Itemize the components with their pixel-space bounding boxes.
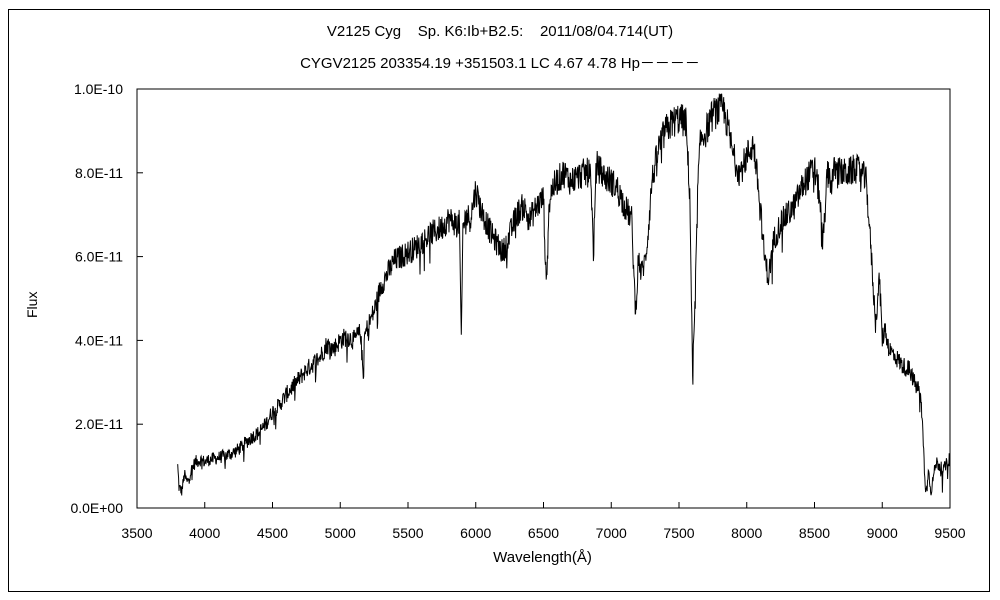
- plot-area: [136, 88, 951, 509]
- y-tick-label: 0.0E+00: [70, 500, 123, 516]
- y-tick-label: 1.0E-10: [74, 81, 123, 97]
- y-tick-label: 2.0E-11: [75, 416, 123, 432]
- chart-subtitle: CYGV2125 203354.19 +351503.1 LC 4.67 4.7…: [300, 55, 700, 72]
- y-axis: 0.0E+00 2.0E-11 4.0E-11 6.0E-11 8.0E-11 1.0E-…: [70, 81, 143, 516]
- x-tick-label: 7000: [596, 525, 627, 541]
- x-tick-label: 6500: [528, 525, 559, 541]
- x-tick-label: 4500: [257, 525, 288, 541]
- x-axis-label: Wavelength(Å): [493, 549, 592, 566]
- chart-title: V2125 Cyg Sp. K6:Ib+B2.5: 2011/08/04.714…: [326, 23, 674, 40]
- x-tick-label: 9000: [867, 525, 898, 541]
- series-line-flux: [177, 93, 951, 496]
- y-tick-label: 6.0E-11: [75, 249, 123, 265]
- x-tick-label: 7500: [663, 525, 694, 541]
- x-axis: 3500 4000 4500 5000 5500 6000 6500 7000 7500 8000…: [121, 502, 966, 541]
- y-tick-label: 4.0E-11: [75, 332, 123, 348]
- x-tick-label: 5500: [392, 525, 423, 541]
- x-tick-label: 5000: [325, 525, 356, 541]
- x-tick-label: 8500: [799, 525, 830, 541]
- x-tick-label: 4000: [189, 525, 220, 541]
- chart-frame: [8, 9, 990, 592]
- x-tick-label: 6000: [460, 525, 491, 541]
- x-tick-label: 8000: [731, 525, 762, 541]
- x-tick-label: 9500: [934, 525, 965, 541]
- y-tick-label: 8.0E-11: [75, 165, 123, 181]
- x-tick-label: 3500: [121, 525, 152, 541]
